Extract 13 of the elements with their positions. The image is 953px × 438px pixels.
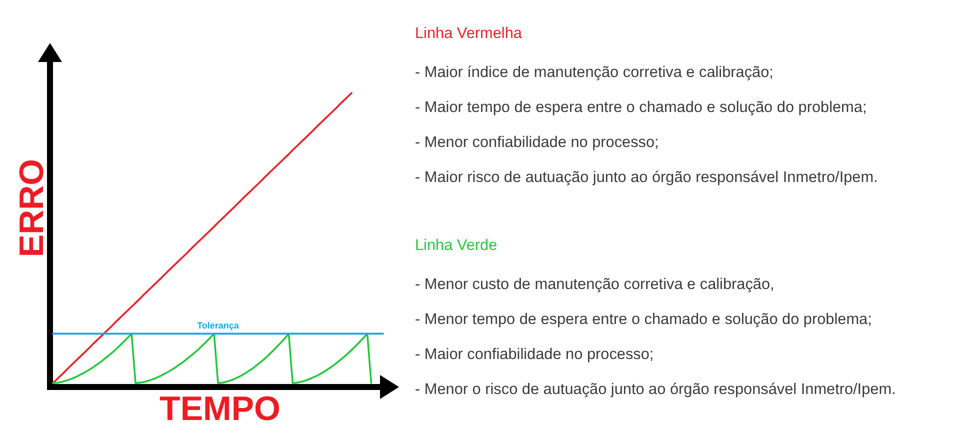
text: - Menor o risco de autuação junto ao órgão responsável Inmetro/Ipem. xyxy=(415,381,896,398)
x-axis-title: TEMPO xyxy=(160,390,280,428)
series-label: Tolerança xyxy=(197,320,240,331)
text: - Maior índice de manutenção corretiva e calibração; xyxy=(415,64,774,81)
text: Linha Vermelha xyxy=(415,25,522,42)
text: Linha Verde xyxy=(415,237,498,254)
text: - Maior tempo de espera entre o chamado e solução do problema; xyxy=(415,99,867,116)
text: - Menor custo de manutenção corretiva e calibração, xyxy=(415,276,774,293)
text: - Maior confiabilidade no processo; xyxy=(415,346,654,363)
text: - Maior risco de autuação junto ao órgão responsável Inmetro/Ipem. xyxy=(415,169,878,186)
text: - Menor tempo de espera entre o chamado e solução do problema; xyxy=(415,311,872,328)
y-axis-title: ERRO xyxy=(13,158,51,258)
text: - Menor confiabilidade no processo; xyxy=(415,134,659,151)
